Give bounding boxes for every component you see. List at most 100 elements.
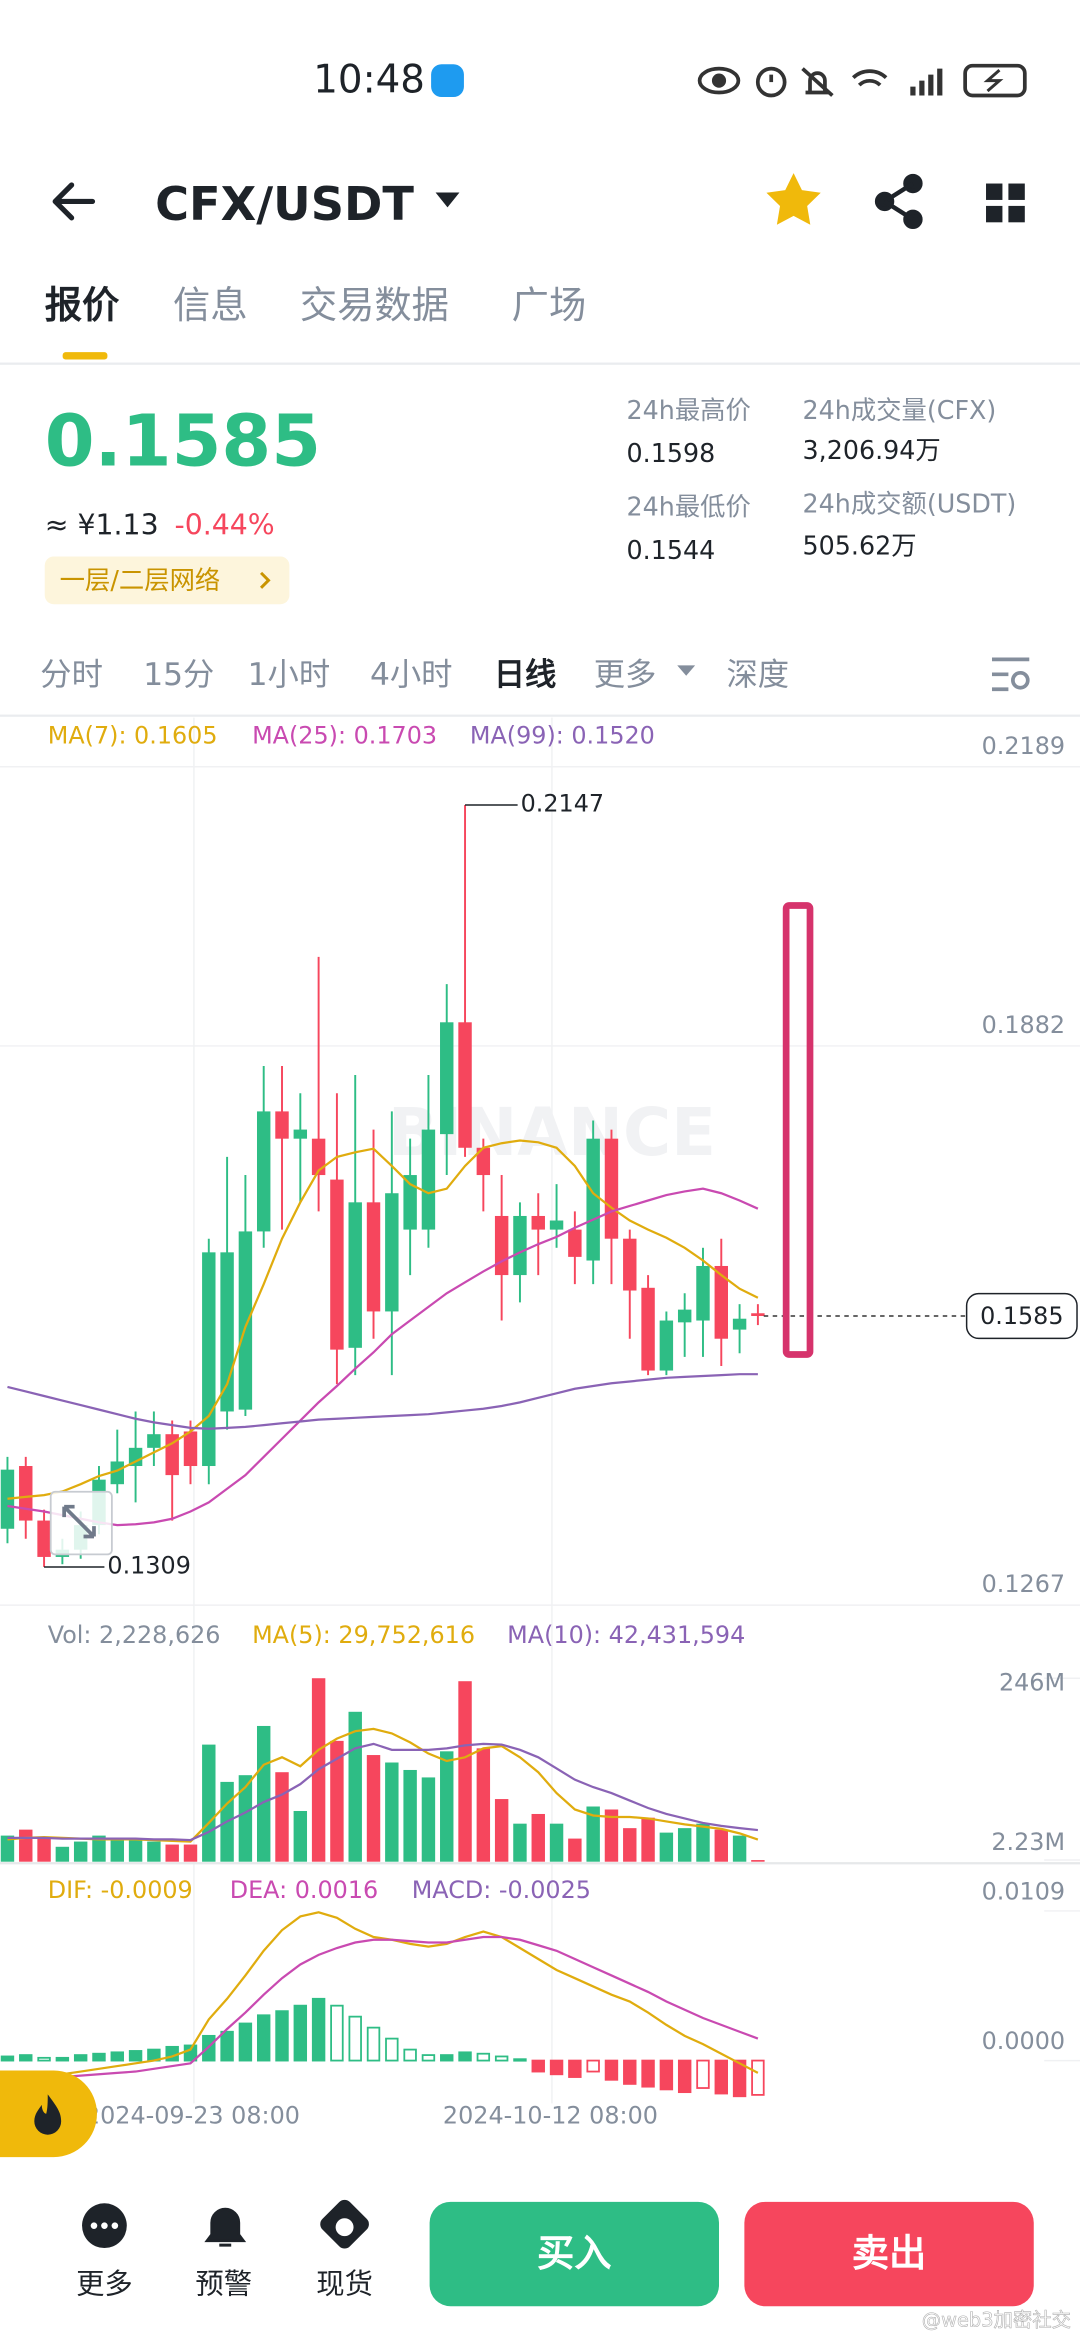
candle-body [147,1434,161,1448]
tab[interactable]: 报价 [45,283,120,327]
share-button[interactable] [874,173,923,230]
candle-body [659,1320,674,1371]
interval[interactable]: 4小时 [370,657,453,693]
volume-ma-label: MA(10): 42,431,594 [507,1621,745,1649]
macd-bar [696,2059,710,2089]
highlight-box [782,902,814,1358]
interval[interactable]: 分时 [40,657,103,693]
interval[interactable]: 日线 [494,657,557,693]
back-button[interactable] [52,182,96,221]
macd-bar [55,2056,70,2062]
tab[interactable]: 广场 [512,283,587,327]
volume-bar [275,1772,289,1862]
nav-label[interactable]: 现货 [316,2267,373,2300]
candle-body [110,1461,124,1485]
chart-layer: 0.2189 0.1882 0.1267 MA(7): 0.1605 MA(25): 0… [0,721,1080,2129]
spot-icon[interactable] [317,2197,372,2252]
volume-bar [440,1751,454,1862]
macd-bar [732,2059,747,2098]
macd-bar [659,2059,674,2091]
macd-bar [37,2056,51,2062]
macd-label: DIF: -0.0009 [48,1876,193,1904]
pair-dropdown[interactable] [435,192,460,208]
nav-label[interactable]: 预警 [195,2267,252,2300]
volume-bar [421,1777,436,1862]
candle-body [256,1111,271,1232]
candle-body [311,1138,326,1176]
network-tag-arrow [259,571,271,589]
stat-value: 3,206.94万 [803,435,941,465]
volume-bar [494,1799,509,1862]
stat-value: 0.1544 [627,535,716,565]
x-tick-label: 2024-10-12 08:00 [443,2101,658,2129]
macd-bar [604,2059,619,2081]
favorite-star[interactable] [766,173,821,225]
alert-icon[interactable] [204,2207,247,2247]
candle-body [586,1138,600,1261]
volume-bar [55,1846,70,1862]
y-tick-label: 0.2189 [982,732,1066,760]
sell-label[interactable]: 卖出 [852,2231,927,2275]
pair-title[interactable]: CFX/USDT [155,177,414,231]
ma-line [7,1373,758,1430]
sell-button[interactable] [744,2201,1034,2307]
macd-bar [293,2004,308,2062]
chart-watermark: BINANCE [388,1095,716,1171]
macd-bar [128,2050,143,2062]
candle-body [751,1313,765,1316]
volume-bar [732,1835,747,1862]
interval[interactable]: 15分 [143,657,214,693]
high-label: 0.2147 [521,789,605,817]
volume-tick-label: 246M [999,1669,1065,1697]
volume-bar [659,1832,674,1862]
volume-bar [165,1844,179,1862]
volume-bar [568,1838,582,1862]
macd-bar [513,2058,527,2062]
volume-bar [256,1725,271,1862]
macd-bar [714,2059,729,2095]
expand-button[interactable] [49,1490,113,1556]
tab[interactable]: 交易数据 [300,283,449,327]
candle-body [513,1215,527,1276]
nav-label[interactable]: 更多 [76,2267,133,2300]
network-tag-text[interactable]: 一层/二层网络 [60,565,221,595]
interval[interactable]: 1小时 [248,657,331,693]
candle-body [37,1520,51,1557]
macd-bar [751,2059,765,2096]
volume-bar [0,1835,15,1862]
candle-body [0,1469,15,1529]
interval[interactable]: 更多 [594,657,657,693]
interval[interactable]: 深度 [726,657,789,693]
ma-label: MA(99): 0.1520 [470,721,655,749]
macd-bar [549,2059,564,2076]
candle-body [494,1215,509,1276]
macd-tick-label: 0.0109 [982,1878,1066,1906]
buy-button[interactable] [429,2201,720,2307]
stat-label: 24h最低价 [627,492,751,522]
candle-body [440,1022,454,1135]
macd-bar [73,2054,88,2062]
stat-value: 0.1598 [627,438,716,468]
price-change: -0.44% [175,509,275,542]
candle-body [293,1129,308,1139]
more-icon[interactable] [82,2203,127,2249]
candle-body [366,1202,381,1312]
volume-bar [677,1828,692,1862]
fire-icon [34,2094,62,2135]
volume-bar [293,1810,308,1862]
candle-body [421,1129,436,1230]
network-tag[interactable] [44,556,290,605]
more-dropdown[interactable] [677,665,696,676]
macd-bar [366,2026,381,2062]
chart-settings[interactable] [991,657,1030,692]
volume-bar [751,1860,765,1862]
candle-body [128,1447,143,1467]
buy-label[interactable]: 买入 [537,2231,612,2275]
tab[interactable]: 信息 [173,283,248,327]
volume-bar [37,1838,51,1862]
candle-body [604,1138,619,1239]
volume-bar [92,1835,106,1862]
macd-bar [183,2044,198,2062]
layout-button[interactable] [986,183,1025,223]
